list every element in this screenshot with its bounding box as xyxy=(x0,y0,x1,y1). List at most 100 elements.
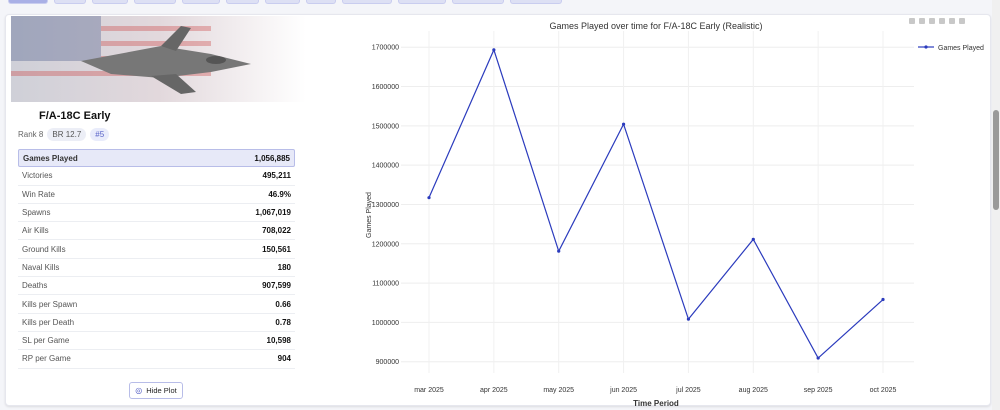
stat-row: Win Rate 46.9% xyxy=(18,186,295,204)
stat-row: RP per Game 904 xyxy=(18,350,295,369)
rank-label: Rank 8 xyxy=(18,130,44,139)
stat-value: 495,211 xyxy=(262,171,291,181)
stat-label: Deaths xyxy=(22,281,48,291)
legend-marker xyxy=(924,45,928,49)
stat-label: Ground Kills xyxy=(22,244,66,254)
x-tick-label: may 2025 xyxy=(543,387,574,394)
y-tick-label: 900000 xyxy=(376,359,399,366)
vehicle-card: F/A-18C Early Rank 8 BR 12.7 #5 Games Pl… xyxy=(5,14,991,407)
data-point xyxy=(686,317,691,321)
stat-row: Spawns 1,067,019 xyxy=(18,204,295,223)
x-axis-label: Time Period xyxy=(633,399,679,407)
data-point xyxy=(492,48,496,52)
x-tick-label: oct 2025 xyxy=(870,387,897,394)
stat-label: Air Kills xyxy=(22,226,49,236)
vehicle-name: F/A-18C Early xyxy=(39,110,111,122)
stat-value: 10,598 xyxy=(266,336,291,346)
y-tick-label: 1200000 xyxy=(372,241,399,248)
stat-value: 150,561 xyxy=(262,244,291,254)
stat-row: SL per Game 10,598 xyxy=(18,332,295,351)
stat-row: Deaths 907,599 xyxy=(18,277,295,296)
autoscale-icon[interactable] xyxy=(949,18,955,24)
stat-label: Naval Kills xyxy=(22,262,60,272)
tab[interactable] xyxy=(54,0,86,4)
stats-table: Games Played 1,056,885 Victories 495,211 Win… xyxy=(18,149,295,369)
hide-plot-button[interactable]: ◎ Hide Plot xyxy=(129,382,183,399)
stat-row: Naval Kills 180 xyxy=(18,259,295,278)
y-tick-label: 1000000 xyxy=(372,320,399,327)
x-tick-label: mar 2025 xyxy=(414,387,444,394)
hide-plot-label: Hide Plot xyxy=(146,386,177,395)
tab[interactable] xyxy=(226,0,259,4)
data-point xyxy=(427,196,431,200)
zoom-out-icon[interactable] xyxy=(939,18,945,24)
tab[interactable] xyxy=(134,0,176,4)
stat-value: 708,022 xyxy=(262,226,291,236)
stat-label: Win Rate xyxy=(22,189,55,199)
stat-label: Kills per Spawn xyxy=(22,299,78,309)
tab[interactable] xyxy=(306,0,336,4)
y-tick-label: 1400000 xyxy=(372,163,399,170)
stat-label: Victories xyxy=(22,171,53,181)
home-icon[interactable] xyxy=(959,18,965,24)
stat-value: 1,067,019 xyxy=(255,208,291,218)
zoom-icon[interactable] xyxy=(919,18,925,24)
stat-value: 0.78 xyxy=(275,317,291,327)
tab[interactable] xyxy=(182,0,220,4)
br-badge: BR 12.7 xyxy=(47,128,87,141)
tab-bar xyxy=(8,0,562,4)
stat-row: Kills per Spawn 0.66 xyxy=(18,295,295,314)
tab[interactable] xyxy=(452,0,504,4)
tab[interactable] xyxy=(8,0,48,4)
stat-row: Air Kills 708,022 xyxy=(18,222,295,241)
stat-value: 0.66 xyxy=(275,299,291,309)
y-tick-label: 1100000 xyxy=(372,281,399,288)
stat-label: Kills per Death xyxy=(22,317,75,327)
series-line xyxy=(428,48,884,360)
stat-value: 904 xyxy=(277,354,291,364)
legend-label: Games Played xyxy=(938,45,984,52)
data-point xyxy=(621,122,626,126)
x-tick-label: apr 2025 xyxy=(480,387,508,394)
vehicle-image xyxy=(11,16,306,102)
games-played-chart[interactable]: 900000 1000000 1100000 1200000 1300000 140000… xyxy=(306,15,986,407)
stat-label: Spawns xyxy=(22,208,51,218)
stat-row: Ground Kills 150,561 xyxy=(18,240,295,259)
stat-value: 46.9% xyxy=(268,189,291,199)
stat-label: Games Played xyxy=(23,153,78,163)
jet-flag-illustration xyxy=(11,16,251,94)
data-point xyxy=(751,237,755,241)
eye-slash-icon: ◎ xyxy=(135,386,143,395)
x-tick-label: jul 2025 xyxy=(675,387,701,394)
chart-title: Games Played over time for F/A-18C Early… xyxy=(549,21,762,31)
scrollbar-thumb[interactable] xyxy=(993,110,999,210)
stat-value: 180 xyxy=(277,262,291,272)
tab[interactable] xyxy=(398,0,446,4)
stat-row: Victories 495,211 xyxy=(18,167,295,186)
zoom-in-icon[interactable] xyxy=(929,18,935,24)
tab[interactable] xyxy=(92,0,128,4)
stat-value: 907,599 xyxy=(262,281,291,291)
y-tick-label: 1300000 xyxy=(372,202,399,209)
x-tick-label: sep 2025 xyxy=(804,387,833,394)
camera-icon[interactable] xyxy=(909,18,915,24)
stat-row: Kills per Death 0.78 xyxy=(18,314,295,332)
x-tick-label: aug 2025 xyxy=(739,387,768,394)
y-axis-label: Games Played xyxy=(366,192,373,238)
stat-row: Games Played 1,056,885 xyxy=(18,149,295,168)
data-point xyxy=(881,297,885,302)
data-point xyxy=(557,249,561,253)
tab[interactable] xyxy=(265,0,300,4)
stat-value: 1,056,885 xyxy=(254,153,290,163)
y-tick-label: 1500000 xyxy=(372,123,399,130)
data-point xyxy=(816,356,820,360)
position-badge: #5 xyxy=(90,128,110,141)
x-tick-label: jun 2025 xyxy=(609,387,637,394)
tab[interactable] xyxy=(342,0,392,4)
tab[interactable] xyxy=(510,0,562,4)
stat-label: SL per Game xyxy=(22,336,70,346)
y-tick-label: 1600000 xyxy=(372,84,399,91)
stat-label: RP per Game xyxy=(22,354,71,364)
scrollbar[interactable] xyxy=(992,0,1000,410)
y-tick-label: 1700000 xyxy=(372,45,399,52)
